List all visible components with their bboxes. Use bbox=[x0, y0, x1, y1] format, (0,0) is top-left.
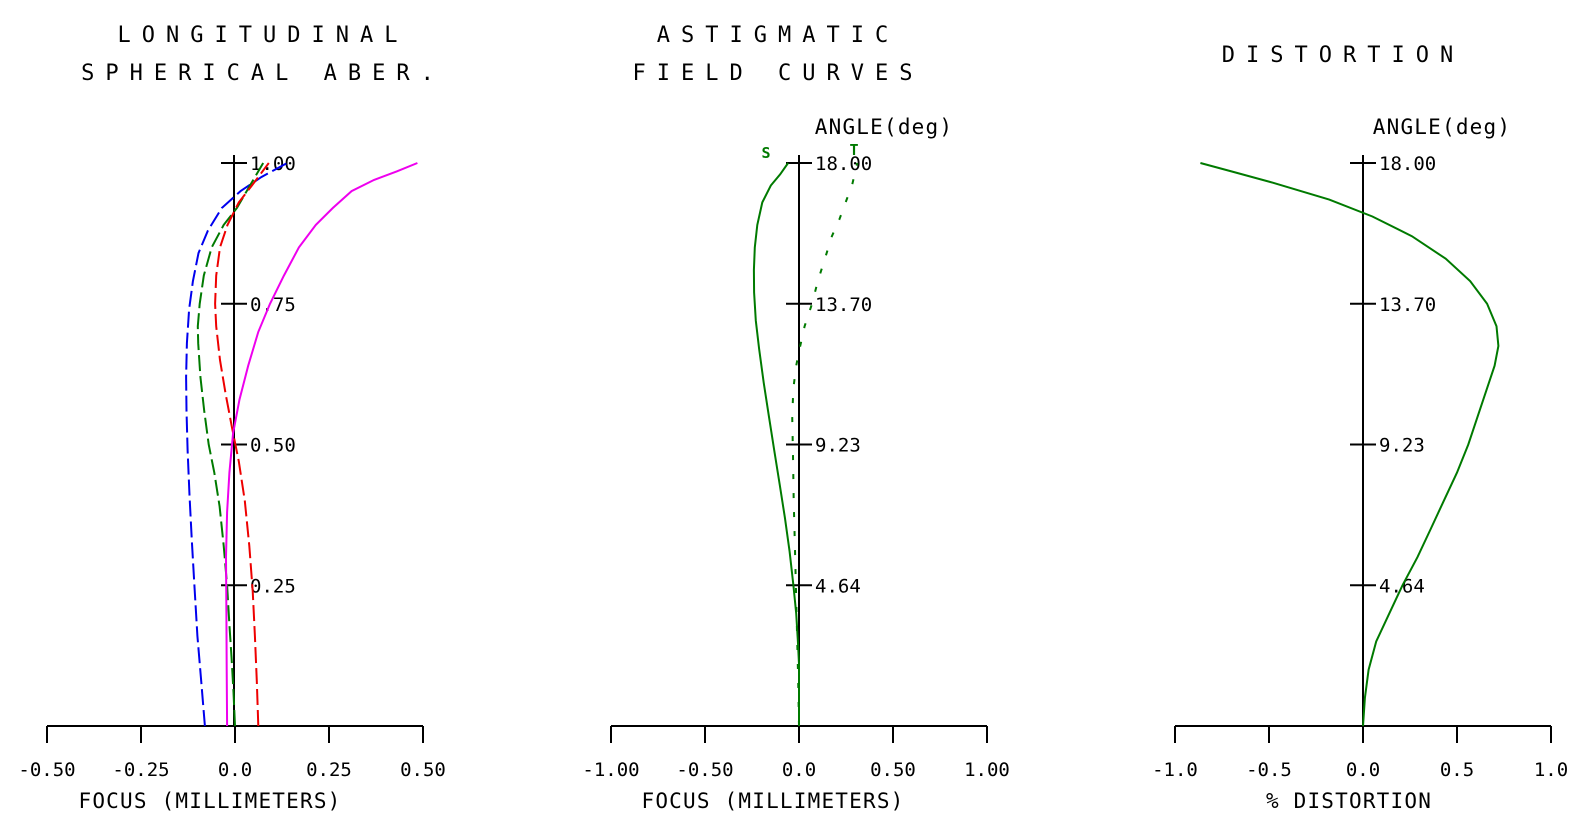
angle-unit-label: ANGLE(deg) bbox=[1373, 115, 1511, 139]
chart-title-line: SPHERICAL ABER. bbox=[81, 61, 445, 86]
series-curve-magenta bbox=[224, 162, 418, 727]
y-tick-label: 18.00 bbox=[1379, 153, 1436, 175]
x-tick-label: 0.25 bbox=[306, 759, 352, 781]
x-tick-label: -1.00 bbox=[582, 759, 639, 781]
y-tick-label: 1.00 bbox=[250, 153, 296, 175]
series-curve-blue bbox=[185, 162, 288, 727]
y-tick-label: 0.25 bbox=[250, 575, 296, 597]
plot-longitudinal-spherical-aber: LONGITUDINAL SPHERICAL ABER. 1.00 0.75 0.50 0… bbox=[18, 23, 445, 813]
x-tick-label: 0.50 bbox=[400, 759, 446, 781]
x-axis-label: FOCUS (MILLIMETERS) bbox=[641, 789, 904, 813]
x-tick-label: -0.5 bbox=[1246, 759, 1292, 781]
x-tick-label: 0.50 bbox=[870, 759, 916, 781]
x-tick-label: 1.00 bbox=[964, 759, 1010, 781]
curve-label-S: S bbox=[761, 144, 770, 162]
x-tick-label: -0.25 bbox=[112, 759, 169, 781]
chart-title-line: FIELD CURVES bbox=[633, 61, 924, 86]
series-curve-red bbox=[214, 162, 270, 727]
angle-unit-label: ANGLE(deg) bbox=[815, 115, 953, 139]
y-tick-label: 0.50 bbox=[250, 435, 296, 457]
y-tick-label: 0.75 bbox=[250, 294, 296, 316]
y-tick-label: 4.64 bbox=[815, 575, 861, 597]
y-tick-label: 9.23 bbox=[1379, 435, 1425, 457]
x-tick-label: 0.0 bbox=[782, 759, 816, 781]
y-tick-label: 13.70 bbox=[815, 294, 872, 316]
plot-distortion: DISTORTIONANGLE(deg)18.0013.709.234.64-1… bbox=[1152, 43, 1568, 813]
x-tick-label: -0.50 bbox=[18, 759, 75, 781]
y-tick-label: 9.23 bbox=[815, 435, 861, 457]
chart-title-line: DISTORTION bbox=[1222, 43, 1464, 68]
curve-label-T: T bbox=[849, 141, 858, 159]
chart-title-line: LONGITUDINAL bbox=[118, 23, 409, 48]
x-tick-label: 0.5 bbox=[1440, 759, 1474, 781]
x-tick-label: 0.0 bbox=[1346, 759, 1380, 781]
series-sagittal-S bbox=[752, 162, 800, 726]
y-tick-label: 18.00 bbox=[815, 153, 872, 175]
series-curve-green bbox=[196, 162, 265, 727]
x-tick-label: 1.0 bbox=[1534, 759, 1568, 781]
series-distortion-curve bbox=[1200, 162, 1500, 727]
chart-title-line: ASTIGMATIC bbox=[657, 23, 899, 48]
x-tick-label: -1.0 bbox=[1152, 759, 1198, 781]
x-axis-label: FOCUS (MILLIMETERS) bbox=[78, 789, 341, 813]
x-tick-label: 0.0 bbox=[218, 759, 252, 781]
x-tick-label: -0.50 bbox=[676, 759, 733, 781]
y-tick-label: 13.70 bbox=[1379, 294, 1436, 316]
plot-astigmatic-field-curves: ASTIGMATIC FIELD CURVES ANGLE(deg) 18.00 13.… bbox=[582, 23, 1009, 813]
x-axis-label: % DISTORTION bbox=[1266, 789, 1432, 813]
